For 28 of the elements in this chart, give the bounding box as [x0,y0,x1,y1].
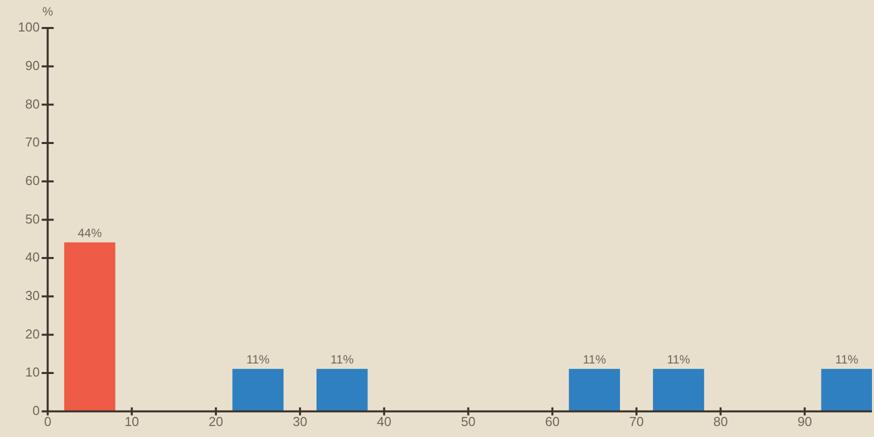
data-label: 11% [835,352,859,367]
x-tick-label: 70 [629,414,644,429]
x-tick-label: 20 [208,414,224,429]
x-tick-label: 50 [461,414,476,429]
data-label: 11% [330,352,354,367]
x-tick-label: 90 [797,414,812,429]
y-tick-label: 50 [25,211,40,226]
data-label: 11% [246,352,270,367]
x-tick-label: 10 [124,414,140,429]
y-tick-label: 20 [25,326,40,342]
y-tick-label: 100 [18,20,40,35]
y-tick-label: 80 [25,96,40,112]
y-tick-label: 60 [25,172,40,188]
data-label: 11% [582,352,606,367]
x-tick-label: 30 [292,414,308,429]
y-tick-label: 40 [25,250,40,265]
y-tick-label: 90 [25,58,40,73]
y-tick-label: 70 [25,134,40,150]
x-tick-label: 60 [545,414,560,429]
data-label: 44% [78,226,102,240]
y-axis-title: % [42,4,54,18]
y-tick-label: 0 [32,402,40,418]
x-tick-label: 40 [376,414,392,429]
x-tick-label: 0 [44,414,52,429]
y-tick-label: 10 [25,364,40,380]
y-tick-label: 30 [25,288,40,303]
x-tick-label: 80 [713,414,728,429]
data-label: 11% [666,352,690,367]
